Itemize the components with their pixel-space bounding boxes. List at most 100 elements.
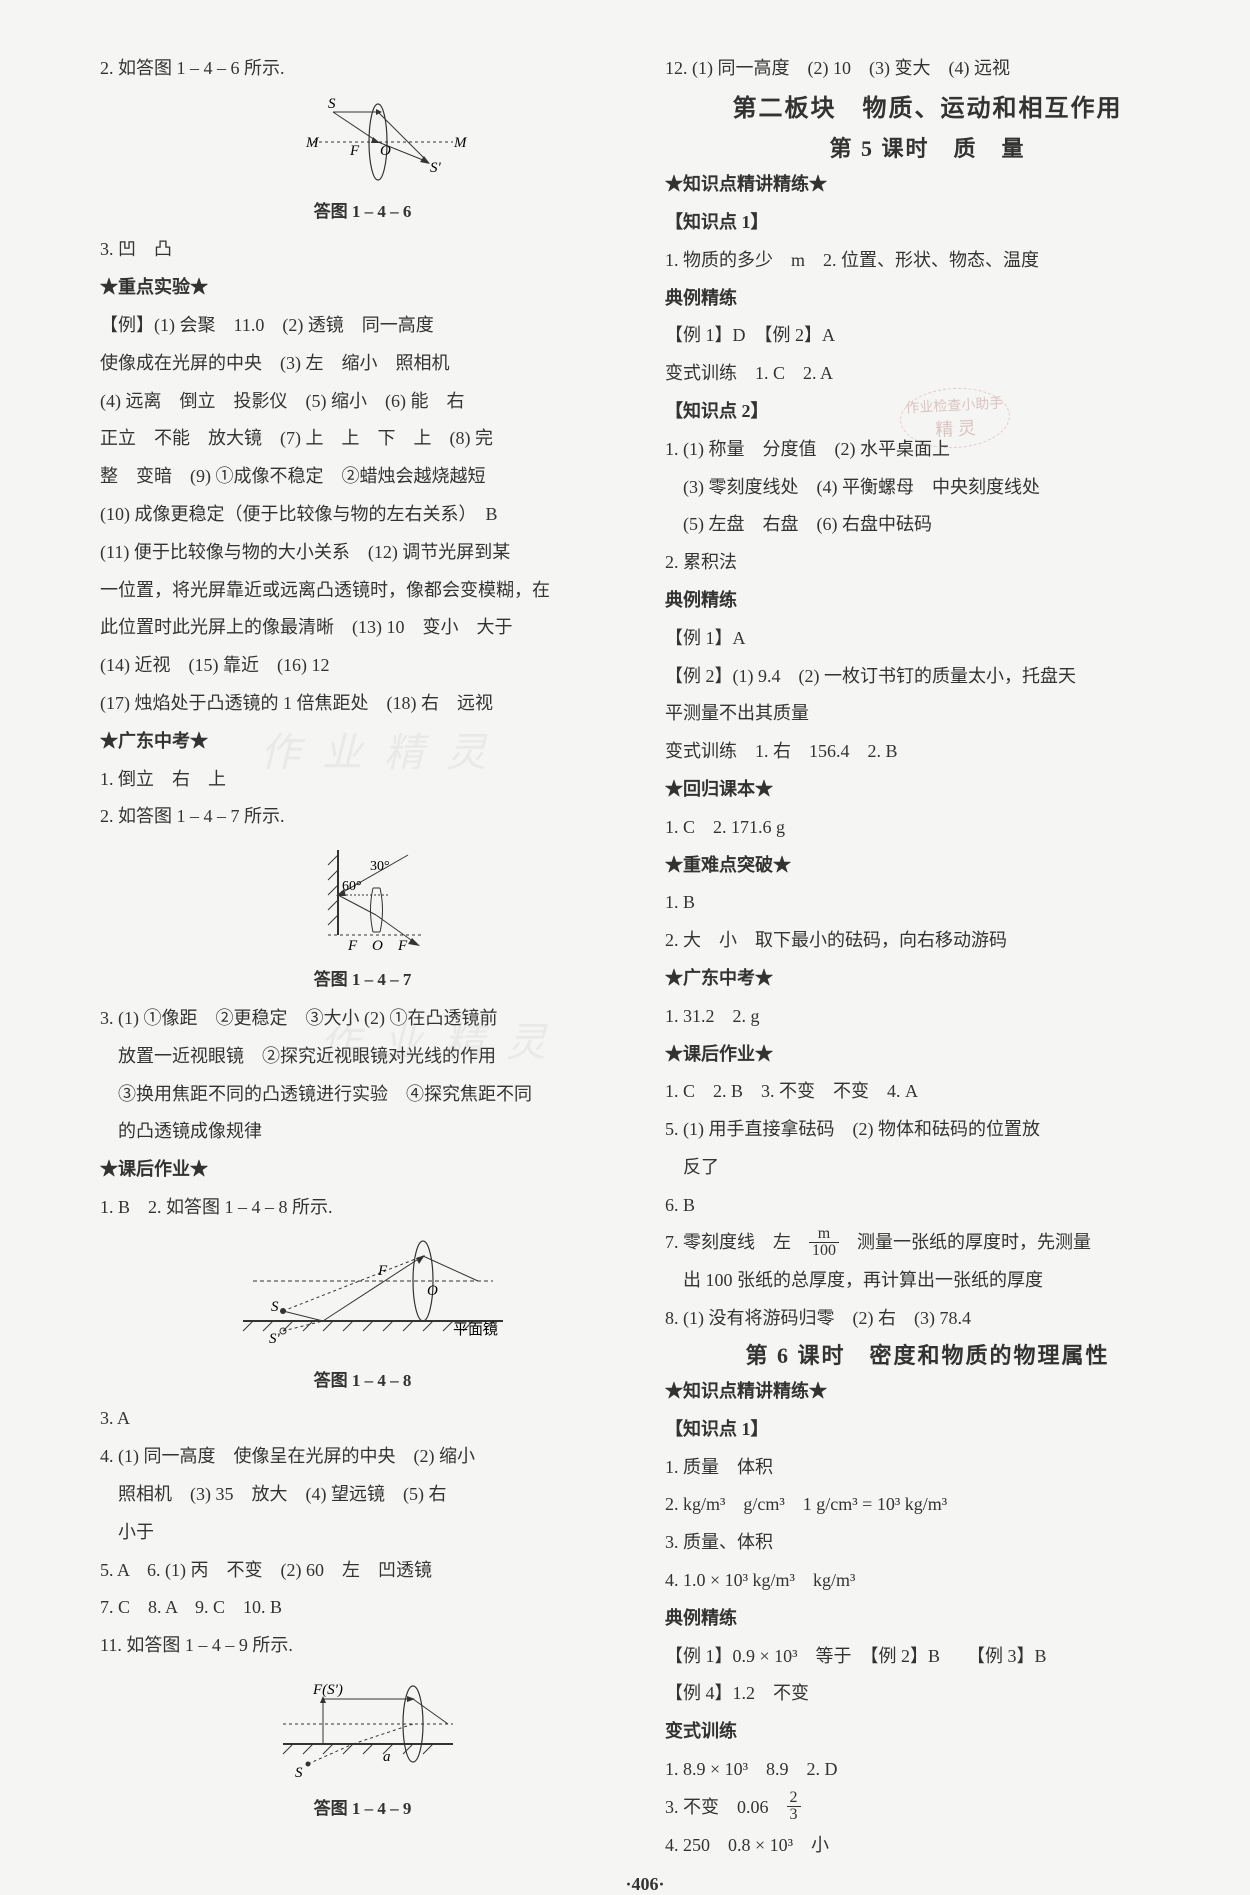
gd-line: 的凸透镜成像规律	[100, 1113, 625, 1151]
svg-text:S: S	[295, 1765, 303, 1781]
hw2-line: 5. (1) 用手直接拿砝码 (2) 物体和砝码的位置放	[665, 1111, 1190, 1149]
svg-text:a: a	[383, 1749, 391, 1765]
gd-line: 放置一近视眼镜 ②探究近视眼镜对光线的作用	[100, 1038, 625, 1076]
exp-line: 整 变暗 (9) ①成像不稳定 ②蜡烛会越烧越短	[100, 458, 625, 496]
variant-line: 变式训练 1. 右 156.4 2. B	[665, 733, 1190, 771]
svg-text:M: M	[305, 135, 320, 151]
star-experiment: ★重点实验★	[100, 269, 625, 307]
hw-line: 1. B 2. 如答图 1 – 4 – 8 所示.	[100, 1189, 625, 1227]
item-3: 3. 凹 凸	[100, 231, 625, 269]
bsxl3-line: 4. 250 0.8 × 10³ 小	[665, 1827, 1190, 1865]
svg-text:30°: 30°	[370, 859, 390, 874]
exp-line: 此位置时此光屏上的像最清晰 (13) 10 变小 大于	[100, 609, 625, 647]
svg-text:F: F	[377, 1263, 388, 1279]
variant-head3: 变式训练	[665, 1713, 1190, 1751]
hw-line: 5. A 6. (1) 丙 不变 (2) 60 左 凹透镜	[100, 1552, 625, 1590]
hw2-line: 反了	[665, 1149, 1190, 1187]
exp-line: 正立 不能 放大镜 (7) 上 上 下 上 (8) 完	[100, 420, 625, 458]
kp1-head: 【知识点 1】	[665, 204, 1190, 242]
bsxl3-line: 1. 8.9 × 10³ 8.9 2. D	[665, 1751, 1190, 1789]
fig-1-4-6-caption: 答图 1 – 4 – 6	[100, 194, 625, 232]
star-knowledge: ★知识点精讲精练★	[665, 166, 1190, 204]
star-knowledge2: ★知识点精讲精练★	[665, 1373, 1190, 1411]
exp-line: (14) 近视 (15) 靠近 (16) 12	[100, 647, 625, 685]
kp-line: (3) 零刻度线处 (4) 平衡螺母 中央刻度线处	[665, 469, 1190, 507]
figure-1-4-7: 30° 60° F O F	[100, 836, 625, 962]
section-header-1: 第二板块 物质、运动和相互作用	[665, 88, 1190, 131]
svg-text:S': S'	[430, 160, 442, 176]
figure-1-4-6: S S' M M' F O	[100, 88, 625, 194]
star-guangdong2: ★广东中考★	[665, 960, 1190, 998]
star-homework2: ★课后作业★	[665, 1036, 1190, 1074]
svg-text:60°: 60°	[342, 879, 362, 894]
fig-1-4-8-caption: 答图 1 – 4 – 8	[100, 1363, 625, 1401]
left-column: 2. 如答图 1 – 4 – 6 所示. S S' M M' F O 答图 1 …	[100, 50, 625, 1864]
exp-line: 一位置，将光屏靠近或远离凸透镜时，像都会变模糊，在	[100, 572, 625, 610]
svg-text:F(S'): F(S')	[312, 1682, 343, 1698]
svg-text:O: O	[427, 1283, 438, 1299]
fraction-m-100: m100	[809, 1226, 839, 1259]
gd-line: 3. (1) ①像距 ②更稳定 ③大小 (2) ①在凸透镜前	[100, 1000, 625, 1038]
kp-line: (5) 左盘 右盘 (6) 右盘中砝码	[665, 506, 1190, 544]
svg-text:平面镜: 平面镜	[453, 1320, 498, 1338]
variant-line: 变式训练 1. C 2. A	[665, 355, 1190, 393]
hw2-line: 1. C 2. B 3. 不变 不变 4. A	[665, 1073, 1190, 1111]
item-12: 12. (1) 同一高度 (2) 10 (3) 变大 (4) 远视	[665, 50, 1190, 88]
svg-text:S': S'	[269, 1331, 281, 1347]
kp-line: 2. 累积法	[665, 544, 1190, 582]
ex-line: 【例 2】(1) 9.4 (2) 一枚订书钉的质量太小，托盘天	[665, 658, 1190, 696]
section-header-3: 第 6 课时 密度和物质的物理属性	[665, 1338, 1190, 1373]
tb-line: 1. C 2. 171.6 g	[665, 809, 1190, 847]
bsxl3-line-3: 3. 不变 0.06 23	[665, 1789, 1190, 1827]
star-homework: ★课后作业★	[100, 1151, 625, 1189]
hw-line: 4. (1) 同一高度 使像呈在光屏的中央 (2) 缩小	[100, 1438, 625, 1476]
hw2-line: 6. B	[665, 1187, 1190, 1225]
example-head: 典例精练	[665, 280, 1190, 318]
diff-line: 2. 大 小 取下最小的砝码，向右移动游码	[665, 922, 1190, 960]
exp-line: 使像成在光屏的中央 (3) 左 缩小 照相机	[100, 345, 625, 383]
svg-text:O: O	[372, 938, 383, 954]
svg-text:O: O	[380, 143, 391, 159]
item-2: 2. 如答图 1 – 4 – 6 所示.	[100, 50, 625, 88]
svg-text:M': M'	[453, 135, 468, 151]
gd-line: ③换用焦距不同的凸透镜进行实验 ④探究焦距不同	[100, 1076, 625, 1114]
exp-line: 【例】(1) 会聚 11.0 (2) 透镜 同一高度	[100, 307, 625, 345]
kp-line: 1. 物质的多少 m 2. 位置、形状、物态、温度	[665, 242, 1190, 280]
svg-text:F: F	[347, 938, 358, 954]
exp-line: (17) 烛焰处于凸透镜的 1 倍焦距处 (18) 右 远视	[100, 685, 625, 723]
gd-line: 1. 倒立 右 上	[100, 761, 625, 799]
star-guangdong: ★广东中考★	[100, 723, 625, 761]
diff-line: 1. B	[665, 884, 1190, 922]
hw-line: 3. A	[100, 1400, 625, 1438]
ex3-line: 【例 1】0.9 × 10³ 等于 【例 2】B 【例 3】B	[665, 1638, 1190, 1676]
star-difficulty: ★重难点突破★	[665, 847, 1190, 885]
star-textbook: ★回归课本★	[665, 771, 1190, 809]
ex-line: 【例 1】A	[665, 620, 1190, 658]
fig-1-4-7-caption: 答图 1 – 4 – 7	[100, 962, 625, 1000]
hw2-7b: 测量一张纸的厚度时，先测量	[839, 1232, 1091, 1252]
kp2-head: 【知识点 2】	[665, 393, 1190, 431]
hw2-line-7: 7. 零刻度线 左 m100 测量一张纸的厚度时，先测量	[665, 1224, 1190, 1262]
right-column: 12. (1) 同一高度 (2) 10 (3) 变大 (4) 远视 第二板块 物…	[665, 50, 1190, 1864]
kp6-line: 2. kg/m³ g/cm³ 1 g/cm³ = 10³ kg/m³	[665, 1486, 1190, 1524]
hw2-line: 8. (1) 没有将游码归零 (2) 右 (3) 78.4	[665, 1300, 1190, 1338]
ex-line: 平测量不出其质量	[665, 695, 1190, 733]
hw-line: 7. C 8. A 9. C 10. B	[100, 1589, 625, 1627]
hw-line: 11. 如答图 1 – 4 – 9 所示.	[100, 1627, 625, 1665]
page-number: ·406·	[100, 1874, 1190, 1895]
hw-line: 小于	[100, 1514, 625, 1552]
section-header-2: 第 5 课时 质 量	[665, 131, 1190, 166]
ex-line: 【例 1】D 【例 2】A	[665, 317, 1190, 355]
svg-text:S: S	[328, 96, 336, 112]
hw2-7a: 7. 零刻度线 左	[665, 1232, 809, 1252]
hw-line: 照相机 (3) 35 放大 (4) 望远镜 (5) 右	[100, 1476, 625, 1514]
figure-1-4-8: S S' F O 平面镜	[100, 1227, 625, 1363]
kp6-head: 【知识点 1】	[665, 1411, 1190, 1449]
svg-text:F: F	[349, 143, 360, 159]
kp6-line: 1. 质量 体积	[665, 1449, 1190, 1487]
fraction-2-3: 23	[787, 1790, 801, 1823]
exp-line: (10) 成像更稳定（便于比较像与物的左右关系） B	[100, 496, 625, 534]
figure-1-4-9: F(S') S a	[100, 1665, 625, 1791]
example-head: 典例精练	[665, 582, 1190, 620]
fig-1-4-9-caption: 答图 1 – 4 – 9	[100, 1791, 625, 1829]
